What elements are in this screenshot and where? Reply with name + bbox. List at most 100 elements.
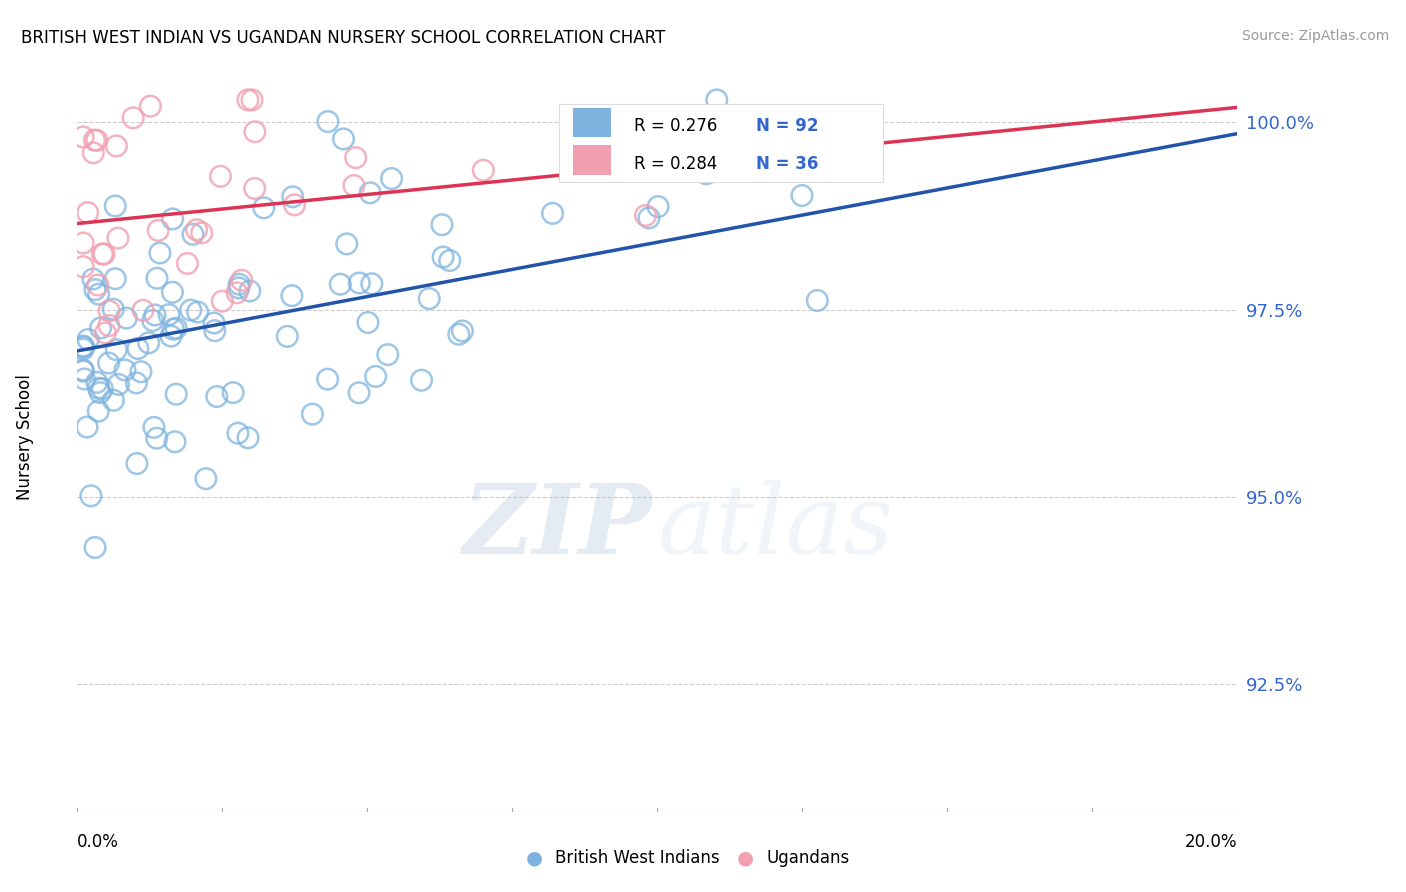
Point bbox=[103, 302, 125, 317]
Point bbox=[790, 188, 813, 202]
Point bbox=[84, 541, 107, 555]
Point bbox=[430, 218, 453, 232]
Text: ●: ● bbox=[737, 848, 754, 868]
Point bbox=[129, 365, 152, 379]
Point bbox=[281, 190, 304, 204]
Point bbox=[73, 372, 96, 386]
Point bbox=[146, 271, 169, 285]
Point bbox=[343, 178, 366, 193]
Point bbox=[186, 223, 208, 237]
Point bbox=[143, 420, 166, 434]
Point bbox=[132, 303, 155, 318]
Point bbox=[148, 223, 170, 237]
Point bbox=[94, 326, 117, 340]
Point bbox=[162, 211, 184, 226]
Point bbox=[103, 393, 125, 408]
Point bbox=[228, 281, 250, 295]
Point bbox=[472, 163, 495, 178]
Point bbox=[228, 277, 250, 292]
Text: N = 36: N = 36 bbox=[756, 154, 818, 172]
Point bbox=[695, 167, 717, 181]
Point bbox=[97, 318, 120, 333]
Point bbox=[91, 382, 114, 396]
Point bbox=[82, 145, 104, 160]
Text: R = 0.276: R = 0.276 bbox=[634, 117, 717, 135]
Bar bbox=[572, 145, 610, 175]
Point bbox=[86, 376, 108, 390]
Point bbox=[418, 292, 440, 306]
Point bbox=[451, 324, 474, 338]
Text: Nursery School: Nursery School bbox=[15, 374, 34, 500]
Point bbox=[281, 288, 304, 302]
Bar bbox=[572, 108, 610, 137]
Point bbox=[638, 211, 661, 225]
Point bbox=[276, 329, 298, 343]
Point bbox=[72, 340, 94, 354]
Text: Ugandans: Ugandans bbox=[766, 849, 849, 867]
Point bbox=[105, 139, 128, 153]
Point bbox=[72, 342, 94, 356]
Point bbox=[357, 316, 380, 330]
Point bbox=[347, 385, 370, 400]
Point bbox=[364, 369, 387, 384]
Point bbox=[87, 277, 110, 292]
Point bbox=[439, 253, 461, 268]
Point bbox=[194, 472, 217, 486]
Point bbox=[142, 313, 165, 327]
Point bbox=[160, 329, 183, 343]
Point bbox=[541, 206, 564, 220]
Point bbox=[432, 250, 454, 264]
Point bbox=[83, 133, 105, 147]
Point bbox=[72, 339, 94, 353]
Point bbox=[226, 285, 249, 300]
Point bbox=[72, 260, 94, 274]
Point bbox=[332, 132, 354, 146]
Point bbox=[202, 316, 225, 330]
Point bbox=[107, 377, 129, 392]
Point bbox=[90, 321, 112, 335]
Text: N = 92: N = 92 bbox=[756, 117, 818, 135]
Point bbox=[87, 287, 110, 301]
Point bbox=[205, 390, 228, 404]
Point bbox=[93, 247, 115, 261]
Text: R = 0.284: R = 0.284 bbox=[634, 154, 717, 172]
Point bbox=[72, 363, 94, 377]
Point bbox=[381, 171, 404, 186]
Point bbox=[239, 284, 262, 298]
Point bbox=[162, 322, 184, 336]
Point bbox=[107, 231, 129, 245]
Point bbox=[806, 293, 828, 308]
Point bbox=[236, 93, 259, 107]
Point bbox=[162, 285, 184, 300]
Text: ZIP: ZIP bbox=[463, 480, 651, 574]
Point bbox=[344, 151, 367, 165]
Point bbox=[114, 363, 136, 377]
Point bbox=[706, 93, 728, 107]
Point bbox=[243, 125, 266, 139]
Point bbox=[87, 404, 110, 418]
Point bbox=[447, 327, 470, 342]
Point bbox=[190, 226, 212, 240]
Text: British West Indians: British West Indians bbox=[555, 849, 720, 867]
Point bbox=[349, 276, 371, 290]
Point bbox=[165, 387, 187, 401]
Point bbox=[165, 321, 187, 335]
Text: atlas: atlas bbox=[658, 480, 893, 574]
Point bbox=[181, 227, 204, 242]
Point bbox=[176, 256, 198, 270]
Point bbox=[86, 133, 108, 147]
Point bbox=[149, 246, 172, 260]
Point bbox=[180, 303, 202, 318]
FancyBboxPatch shape bbox=[558, 103, 883, 182]
Point bbox=[283, 198, 305, 212]
Point bbox=[301, 407, 323, 421]
Point bbox=[122, 111, 145, 125]
Point bbox=[91, 247, 114, 261]
Text: 20.0%: 20.0% bbox=[1185, 833, 1237, 851]
Point bbox=[98, 304, 121, 318]
Point bbox=[231, 273, 253, 287]
Point bbox=[634, 209, 657, 223]
Point bbox=[143, 308, 166, 322]
Point bbox=[89, 385, 111, 400]
Point bbox=[157, 308, 180, 322]
